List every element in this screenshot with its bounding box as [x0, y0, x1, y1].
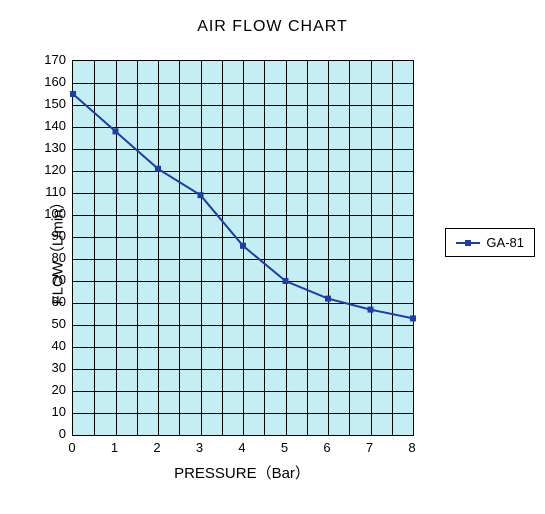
x-axis-title: PRESSURE（Bar） [72, 462, 412, 483]
y-tick-label: 70 [36, 272, 66, 287]
series-marker [283, 278, 289, 284]
series-marker [155, 166, 161, 172]
chart-container: AIR FLOW CHART FLOW（L/min） PRESSURE（Bar）… [0, 0, 545, 514]
x-tick-label: 7 [360, 440, 380, 455]
chart-svg [73, 61, 413, 435]
series-line [73, 94, 413, 318]
y-tick-label: 100 [36, 206, 66, 221]
x-tick-label: 0 [62, 440, 82, 455]
x-tick-label: 2 [147, 440, 167, 455]
y-tick-label: 170 [36, 52, 66, 67]
y-tick-label: 150 [36, 96, 66, 111]
x-tick-label: 1 [105, 440, 125, 455]
y-tick-label: 50 [36, 316, 66, 331]
chart-title: AIR FLOW CHART [0, 18, 545, 36]
y-tick-label: 40 [36, 338, 66, 353]
legend-series-marker [465, 240, 471, 246]
y-tick-label: 20 [36, 382, 66, 397]
y-tick-label: 160 [36, 74, 66, 89]
plot-area [72, 60, 414, 436]
y-tick-label: 120 [36, 162, 66, 177]
y-tick-label: 60 [36, 294, 66, 309]
y-tick-label: 0 [36, 426, 66, 441]
series-marker [410, 315, 416, 321]
y-tick-label: 10 [36, 404, 66, 419]
legend-series-line [456, 242, 480, 244]
x-tick-label: 4 [232, 440, 252, 455]
x-tick-label: 3 [190, 440, 210, 455]
series-marker [240, 243, 246, 249]
x-tick-label: 8 [402, 440, 422, 455]
y-tick-label: 90 [36, 228, 66, 243]
series-marker [368, 307, 374, 313]
y-tick-label: 140 [36, 118, 66, 133]
x-tick-label: 5 [275, 440, 295, 455]
y-tick-label: 130 [36, 140, 66, 155]
legend-series-label: GA-81 [486, 235, 524, 250]
series-marker [113, 128, 119, 134]
y-tick-label: 110 [36, 184, 66, 199]
series-marker [70, 91, 76, 97]
legend: GA-81 [445, 228, 535, 257]
x-tick-label: 6 [317, 440, 337, 455]
series-marker [325, 296, 331, 302]
y-tick-label: 30 [36, 360, 66, 375]
series-marker [198, 192, 204, 198]
y-tick-label: 80 [36, 250, 66, 265]
